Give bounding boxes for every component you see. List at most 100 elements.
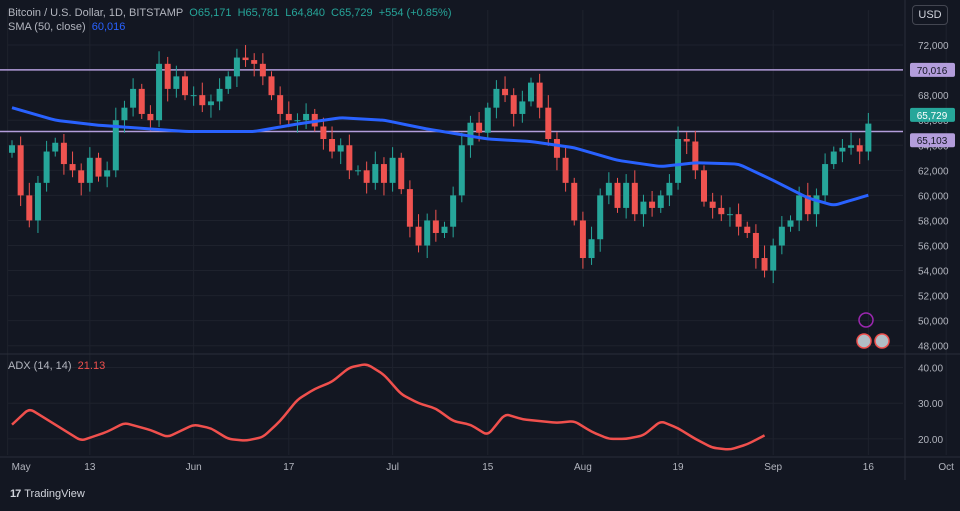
candle-body xyxy=(78,170,85,183)
candle-body xyxy=(519,101,526,114)
upper-line-label: 70,016 xyxy=(917,66,948,77)
candle-body xyxy=(34,182,41,221)
candle-body xyxy=(752,232,759,259)
candle-body xyxy=(450,195,457,227)
candle-body xyxy=(95,157,102,177)
time-tick-label: Jul xyxy=(386,462,399,473)
candle-body xyxy=(605,182,612,196)
candle-body xyxy=(86,157,93,183)
candle-body xyxy=(476,122,483,133)
candle-body xyxy=(337,145,344,152)
candle-body xyxy=(320,126,327,140)
candle-body xyxy=(216,88,223,102)
close-value: C65,729 xyxy=(331,7,373,19)
time-tick-label: 19 xyxy=(672,462,684,473)
candle-body xyxy=(225,76,232,89)
candle-body xyxy=(623,182,630,208)
candle-body xyxy=(528,82,534,102)
candle-body xyxy=(199,95,206,106)
candle-body xyxy=(657,195,664,208)
last-price-label: 65,729 xyxy=(917,111,948,122)
price-tick-label: 54,000 xyxy=(918,267,949,278)
candle-body xyxy=(398,157,405,190)
time-tick-label: May xyxy=(12,462,31,473)
candle-body xyxy=(692,141,699,171)
tradingview-logo: 17 TradingView xyxy=(10,488,85,500)
candle-body xyxy=(406,189,413,227)
candle-body xyxy=(484,107,491,133)
candle-body xyxy=(363,170,370,183)
candle-body xyxy=(207,101,214,106)
time-tick-label: 16 xyxy=(863,462,875,473)
time-tick-label: 15 xyxy=(482,462,494,473)
candle-body xyxy=(268,76,275,96)
candle-body xyxy=(112,120,119,171)
sma-label: SMA (50, close) xyxy=(8,21,86,33)
price-tick-label: 68,000 xyxy=(918,91,949,102)
candle-body xyxy=(294,120,301,122)
candle-body xyxy=(104,170,111,177)
candle-body xyxy=(796,195,803,221)
brand-label: TradingView xyxy=(24,488,85,500)
candle-body xyxy=(138,88,145,114)
time-tick-label: 13 xyxy=(84,462,96,473)
candle-body xyxy=(164,63,171,89)
candle-body xyxy=(173,76,180,89)
currency-button[interactable]: USD xyxy=(912,5,948,25)
candle-body xyxy=(43,151,50,183)
candle-body xyxy=(510,95,517,114)
candle-body xyxy=(631,182,638,215)
candle-body xyxy=(259,63,266,77)
price-tick-label: 48,000 xyxy=(918,342,949,353)
lower-line-label-bg xyxy=(910,133,955,148)
candle-body xyxy=(553,139,560,158)
candle-body xyxy=(562,157,569,183)
economic-event-icon xyxy=(874,333,890,349)
candle-body xyxy=(726,214,733,216)
candle-body xyxy=(26,195,33,221)
candle-body xyxy=(666,182,673,196)
candle-body xyxy=(839,147,846,152)
sma-line xyxy=(11,106,869,207)
candle-body xyxy=(718,207,725,215)
price-tick-label: 50,000 xyxy=(918,317,949,328)
candle-body xyxy=(865,123,872,152)
candle-body xyxy=(190,95,197,97)
time-tick-label: Sep xyxy=(764,462,782,473)
adx-tick-label: 40.00 xyxy=(918,364,943,375)
candle-body xyxy=(822,164,829,196)
time-tick-label: Jun xyxy=(186,462,202,473)
candle-body xyxy=(355,170,361,172)
candle-body xyxy=(683,139,690,142)
price-tick-label: 72,000 xyxy=(918,41,949,52)
candle-body xyxy=(458,145,465,196)
last-price-label-bg xyxy=(910,107,955,122)
candle-body xyxy=(372,164,379,183)
candle-body xyxy=(233,57,240,77)
adx-label: ADX (14, 14) xyxy=(8,360,72,372)
time-tick-label: 17 xyxy=(283,462,295,473)
candle-body xyxy=(432,220,439,233)
candle-body xyxy=(761,258,768,271)
adx-value: 21.13 xyxy=(77,360,106,372)
price-tick-label: 58,000 xyxy=(918,216,949,227)
candle-body xyxy=(709,201,716,208)
candle-body xyxy=(813,195,820,215)
change-value: +554 (+0.85%) xyxy=(378,7,452,19)
adx-line xyxy=(11,363,766,451)
price-tick-label: 60,000 xyxy=(918,191,949,202)
candle-body xyxy=(424,220,431,246)
candle-body xyxy=(848,145,855,148)
tv-logo-icon: 17 xyxy=(10,488,21,500)
candle-body xyxy=(787,220,794,227)
price-legend: Bitcoin / U.S. Dollar, 1D, BITSTAMP O65,… xyxy=(8,7,454,19)
candle-body xyxy=(415,226,422,246)
candle-body xyxy=(536,82,543,108)
low-value: L64,840 xyxy=(285,7,325,19)
price-tick-label: 62,000 xyxy=(918,166,949,177)
candle-body xyxy=(545,107,552,140)
candle-body xyxy=(856,145,863,152)
candle-body xyxy=(285,113,292,121)
symbol-title: Bitcoin / U.S. Dollar, 1D, BITSTAMP xyxy=(8,7,184,19)
